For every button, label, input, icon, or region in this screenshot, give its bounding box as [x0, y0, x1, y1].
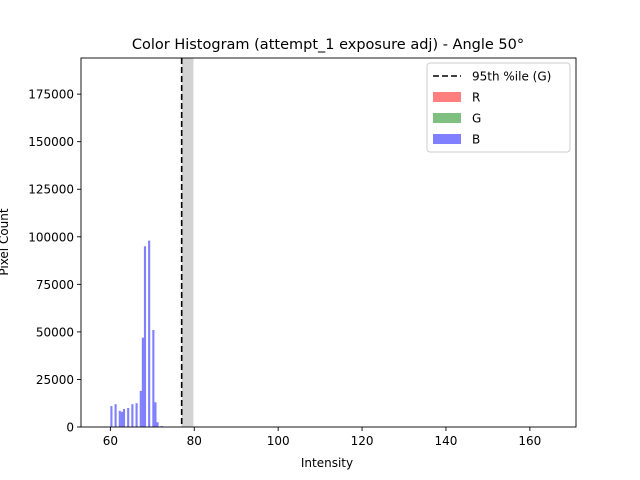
y-axis-label: Pixel Count — [0, 208, 11, 276]
bar-b — [114, 404, 117, 427]
legend-swatch-r — [433, 92, 461, 102]
bar-b — [160, 426, 163, 427]
bar-b — [135, 403, 138, 427]
y-tick-label: 175000 — [28, 88, 74, 102]
bar-b — [143, 246, 147, 427]
percentile-band — [181, 58, 194, 427]
x-tick-label: 60 — [103, 434, 118, 448]
x-tick-label: 160 — [518, 434, 541, 448]
plot-area — [110, 58, 194, 427]
y-tick-label: 25000 — [36, 373, 74, 387]
bar-b — [120, 411, 123, 427]
legend-label: G — [472, 112, 481, 126]
bar-b — [154, 402, 157, 427]
x-tick-label: 140 — [435, 434, 458, 448]
bar-b — [141, 337, 144, 427]
bar-b — [131, 404, 134, 427]
chart-title: Color Histogram (attempt_1 exposure adj)… — [132, 37, 524, 53]
legend-swatch-g — [433, 113, 461, 123]
y-tick-label: 125000 — [28, 183, 74, 197]
bar-b — [139, 390, 142, 427]
x-tick-label: 100 — [267, 434, 290, 448]
bar-b — [148, 240, 151, 427]
bar-b — [122, 408, 126, 427]
legend-swatch-b — [433, 134, 461, 144]
bar-b — [156, 422, 159, 427]
x-tick-label: 120 — [351, 434, 374, 448]
y-tick-label: 100000 — [28, 230, 74, 244]
y-tick-label: 75000 — [36, 278, 74, 292]
x-axis-label: Intensity — [301, 456, 353, 470]
y-tick-label: 150000 — [28, 135, 74, 149]
bar-b — [152, 329, 155, 427]
legend: 95th %ile (G) RGB — [426, 62, 571, 153]
x-tick-label: 80 — [187, 434, 202, 448]
legend-label: 95th %ile (G) — [472, 70, 551, 84]
legend-label: B — [472, 133, 480, 147]
legend-box — [426, 62, 571, 153]
legend-label: R — [472, 91, 480, 105]
axes: 60 80 100 120 140 160 0 25000 50000 75000 100000 12… — [28, 57, 577, 448]
bar-b — [118, 410, 121, 427]
axes-frame — [80, 57, 577, 428]
bar-b — [127, 407, 130, 427]
bar-b — [110, 406, 113, 427]
y-tick-label: 0 — [66, 421, 74, 435]
y-tick-label: 50000 — [36, 325, 74, 339]
